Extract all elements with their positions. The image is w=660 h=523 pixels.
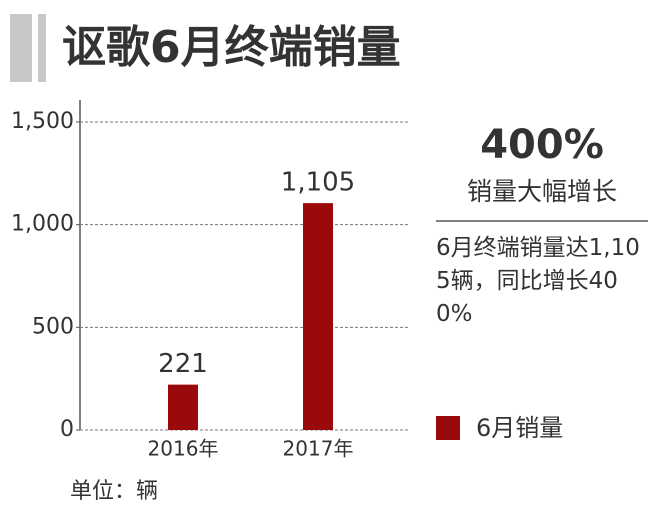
x-tick-label: 2016年 [148, 437, 219, 461]
y-tick-label: 1,000 [11, 212, 74, 237]
headline: 400% [480, 122, 604, 168]
title-decor [10, 14, 32, 82]
legend-label: 6月销量 [476, 414, 563, 442]
bar [168, 384, 198, 430]
y-tick-label: 500 [32, 314, 74, 339]
subtitle: 销量大幅增长 [466, 177, 617, 206]
unit-label: 单位：辆 [70, 479, 158, 504]
y-tick-label: 1,500 [11, 109, 74, 134]
chart-title: 讴歌6月终端销量 [62, 22, 401, 73]
legend-swatch [436, 416, 460, 440]
value-label: 1,105 [281, 168, 355, 198]
annotation-text: 6月终端销量达1,105辆，同比增长400% [436, 235, 640, 327]
bar [303, 203, 333, 430]
y-tick-label: 0 [60, 417, 74, 442]
title-decor [38, 14, 46, 82]
x-tick-label: 2017年 [283, 437, 354, 461]
value-label: 221 [158, 349, 208, 379]
